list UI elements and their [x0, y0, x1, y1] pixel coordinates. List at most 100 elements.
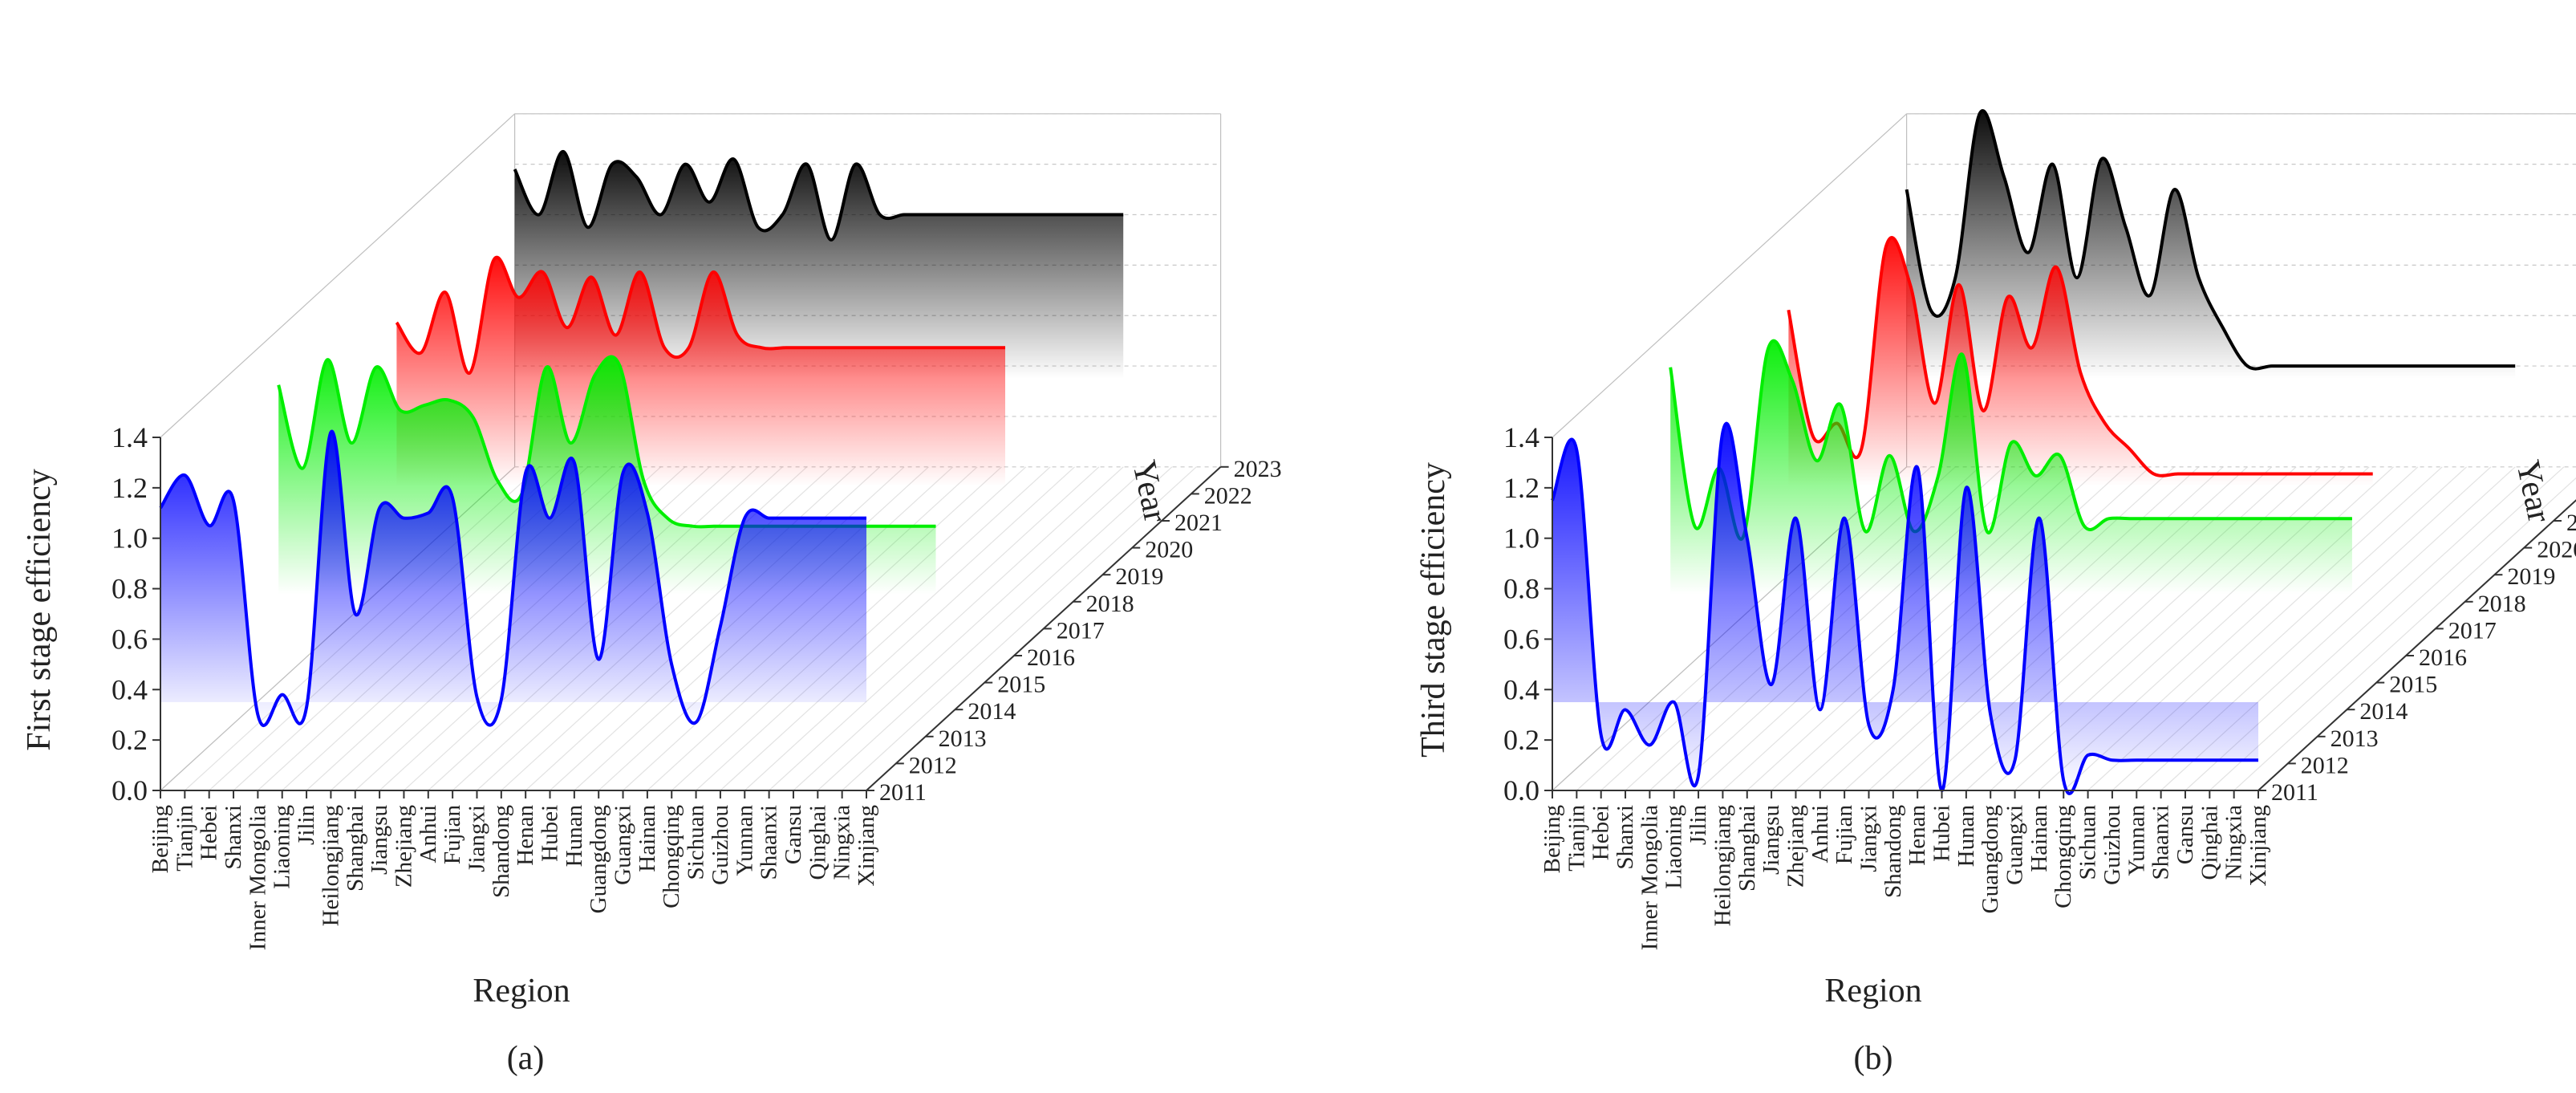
- x-tick-label: Liaoning: [1661, 805, 1687, 889]
- z-tick-label: 2013: [2331, 725, 2379, 752]
- x-tick-label: Shanghai: [1734, 805, 1760, 892]
- y-tick-label: 1.0: [1503, 522, 1540, 555]
- z-tick-label: 2014: [968, 698, 1016, 725]
- floor-gridline: [2233, 477, 2576, 791]
- y-axis-title: First stage efficiency: [21, 469, 58, 750]
- x-tick-label: Sichuan: [684, 805, 709, 880]
- z-tick-label: 2014: [2359, 698, 2408, 725]
- y-tick-label: 0.0: [1503, 774, 1540, 807]
- x-tick-label: Qinghai: [2197, 805, 2222, 880]
- floor-gridline: [842, 466, 1197, 791]
- z-tick-label: 2011: [879, 779, 927, 806]
- x-tick-label: Shandong: [489, 805, 514, 898]
- z-tick-label: 2012: [2301, 752, 2349, 778]
- box-edge: [160, 113, 516, 438]
- z-axis-title: Year: [1125, 457, 1174, 526]
- x-tick-label: Jiangsu: [1759, 805, 1784, 875]
- x-tick-label: Beijing: [148, 805, 173, 873]
- x-tick-label: Xinjiang: [2245, 805, 2271, 887]
- x-tick-label: Hainan: [2026, 805, 2052, 872]
- series-2019: [1787, 236, 2373, 487]
- y-tick-label: 1.2: [112, 472, 148, 504]
- floor-gridline: [696, 466, 1051, 791]
- x-tick-label: Tianjin: [172, 805, 197, 872]
- y-tick-label: 0.6: [112, 623, 148, 655]
- x-axis-title: Region: [473, 973, 570, 1010]
- x-tick-label: Inner Mongolia: [1637, 805, 1662, 950]
- y-tick-label: 1.0: [112, 522, 148, 555]
- x-tick-label: Jilin: [294, 805, 319, 845]
- y-tick-label: 0.8: [112, 573, 148, 605]
- x-tick-label: Hubei: [538, 805, 563, 862]
- x-tick-label: Heilongjiang: [1710, 805, 1735, 926]
- floor-gridline: [720, 466, 1075, 791]
- z-tick-label: 2016: [1027, 644, 1075, 671]
- x-tick-label: Guizhou: [2099, 805, 2125, 885]
- series-area-2011: [160, 431, 866, 726]
- x-tick-label: Shaanxi: [2148, 805, 2174, 880]
- floor-gridline: [744, 466, 1100, 791]
- series-2023: [513, 149, 1124, 379]
- series-area-2011: [1552, 423, 2258, 794]
- series-line-2015: [1669, 339, 2352, 541]
- series-area-2019: [1788, 238, 2373, 487]
- z-tick-label: 2015: [2389, 672, 2437, 698]
- z-tick-label: 2016: [2419, 644, 2467, 671]
- panel-label-a: (a): [507, 1040, 545, 1077]
- z-tick-label: 2021: [2566, 510, 2576, 536]
- x-tick-label: Gansu: [2172, 805, 2198, 864]
- z-tick-label: 2011: [2271, 779, 2318, 806]
- x-tick-label: Shaanxi: [757, 805, 782, 880]
- z-tick-label: 2019: [2507, 563, 2555, 590]
- z-tick-label: 2013: [939, 725, 987, 752]
- x-tick-label: Hainan: [635, 805, 660, 872]
- z-tick-label: 2015: [997, 672, 1045, 698]
- x-tick-label: Chongqing: [2051, 805, 2076, 908]
- x-tick-label: Guangxi: [611, 805, 636, 885]
- series-line-2011: [1551, 422, 2258, 795]
- x-tick-label: Shanghai: [343, 805, 368, 892]
- series-2011: [1551, 422, 2259, 795]
- x-tick-label: Ningxia: [2221, 805, 2247, 880]
- x-tick-label: Anhui: [1807, 805, 1833, 863]
- x-tick-label: Qinghai: [805, 805, 830, 880]
- x-tick-label: Xinjiang: [854, 805, 879, 887]
- x-tick-label: Guizhou: [708, 805, 733, 885]
- z-tick-label: 2023: [1234, 456, 1282, 482]
- y-tick-label: 0.4: [1503, 673, 1540, 705]
- panel-label-b: (b): [1854, 1040, 1893, 1077]
- y-axis-title: Third stage efficiency: [1415, 462, 1452, 758]
- x-tick-label: Liaoning: [270, 805, 295, 889]
- y-tick-label: 1.4: [1503, 421, 1540, 453]
- y-tick-label: 1.4: [112, 421, 148, 453]
- z-tick-label: 2018: [1086, 591, 1134, 617]
- x-tick-label: Chongqing: [659, 805, 684, 908]
- y-tick-label: 0.2: [112, 724, 148, 756]
- x-axis-title: Region: [1824, 973, 1921, 1010]
- z-tick-label: 2017: [2448, 617, 2497, 644]
- floor-gridline: [793, 466, 1148, 791]
- x-tick-label: Ningxia: [830, 805, 855, 880]
- chart-panel-a: 0.00.20.40.60.81.01.21.4BeijingTianjinHe…: [21, 113, 1282, 1077]
- floor-gridline: [769, 466, 1124, 791]
- z-tick-label: 2022: [1204, 482, 1252, 509]
- y-tick-label: 0.6: [1503, 623, 1540, 655]
- z-tick-label: 2021: [1174, 510, 1223, 536]
- series-2011: [159, 429, 867, 727]
- x-tick-label: Zhejiang: [391, 805, 416, 888]
- x-tick-label: Sichuan: [2075, 805, 2101, 880]
- series-line-2019: [395, 255, 1005, 375]
- y-tick-label: 0.8: [1503, 573, 1540, 605]
- box-edge: [1552, 113, 1908, 438]
- x-tick-label: Shanxi: [221, 805, 246, 870]
- floor-gridline: [2209, 466, 2565, 791]
- x-tick-label: Guangdong: [586, 805, 611, 913]
- y-tick-label: 0.0: [112, 774, 148, 807]
- x-tick-label: Jilin: [1686, 805, 1711, 845]
- z-tick-label: 2019: [1115, 563, 1163, 590]
- y-tick-label: 0.2: [1503, 724, 1540, 756]
- z-axis-title: Year: [2509, 457, 2558, 526]
- y-tick-label: 0.4: [112, 673, 148, 705]
- x-tick-label: Jiangxi: [1856, 805, 1881, 872]
